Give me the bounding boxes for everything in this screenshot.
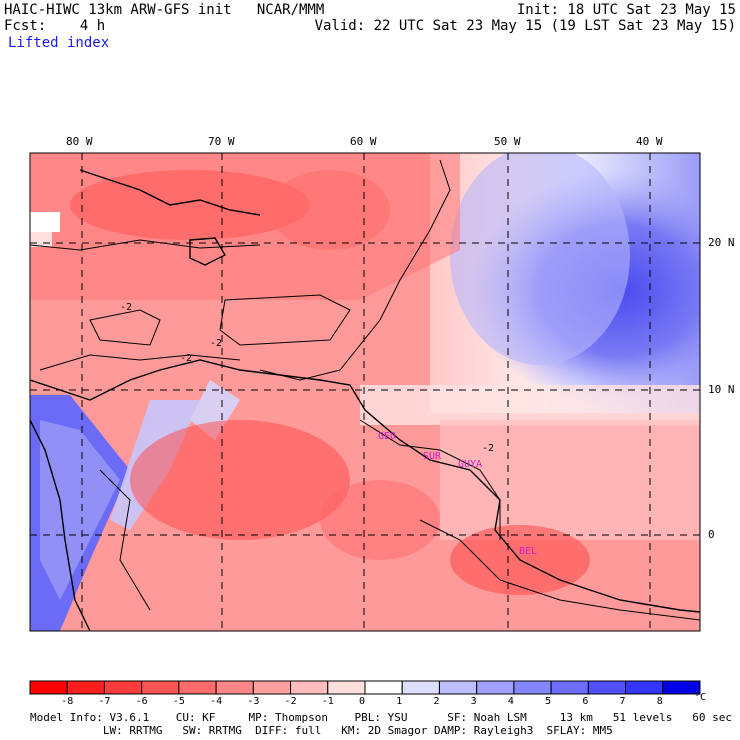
colorbar-swatch: [625, 680, 664, 695]
colorbar-tick: 6: [582, 696, 589, 707]
colorbar-swatch: [438, 680, 478, 695]
lat-label-10n: 10 N: [708, 383, 735, 396]
colorbar-tick: -2: [284, 696, 297, 707]
lat-label-20n: 20 N: [708, 236, 735, 249]
colorbar-tick: -5: [172, 696, 185, 707]
colorbar-tick: 3: [470, 696, 477, 707]
lat-lon-grid: [30, 153, 700, 631]
colorbar-swatch: [587, 680, 627, 695]
lon-label-50w: 50 W: [494, 135, 521, 148]
lat-label-0: 0: [708, 528, 715, 541]
station-bel: BEL: [519, 546, 538, 557]
lon-label-40w: 40 W: [636, 135, 663, 148]
colorbar-unit: °C: [694, 692, 707, 703]
colorbar-border: [29, 680, 701, 695]
shading-layer: [30, 153, 700, 631]
colorbar-swatch: [66, 680, 105, 695]
colorbar-tick: 1: [396, 696, 403, 707]
station-geo: GEO: [378, 431, 397, 442]
colorbar-swatch: [290, 680, 329, 695]
footer-model-physics: LW: RRTMG SW: RRTMG DIFF: full KM: 2D Sm…: [30, 724, 613, 737]
lon-label-80w: 80 W: [66, 135, 93, 148]
valid-time: Valid: 22 UTC Sat 23 May 15 (19 LST Sat …: [314, 18, 736, 34]
colorbar-swatch: [662, 680, 701, 695]
coastlines: [30, 169, 700, 631]
lon-label-60w: 60 W: [350, 135, 377, 148]
colorbar-swatch: [141, 680, 180, 695]
contour-label: -2: [482, 443, 495, 454]
forecast-hour: Fcst: 4 h: [4, 18, 106, 34]
footer-model-info: Model Info: V3.6.1 CU: KF MP: Thompson P…: [30, 711, 732, 724]
station-guya: GUYA: [458, 459, 483, 470]
colorbar-swatch: [215, 680, 254, 695]
colorbar-swatch: [29, 680, 68, 695]
colorbar-tick: 0: [359, 696, 366, 707]
colorbar-tick: -6: [135, 696, 148, 707]
map-frame: [29, 152, 701, 632]
lon-label-70w: 70 W: [208, 135, 235, 148]
init-time: Init: 18 UTC Sat 23 May 15: [516, 2, 736, 18]
colorbar-tick: 8: [656, 696, 663, 707]
colorbar-swatch: [401, 680, 440, 695]
contour-label: -2: [120, 302, 133, 313]
colorbar-tick: -4: [210, 696, 223, 707]
colorbar-swatch: [476, 680, 515, 695]
colorbar-swatch: [364, 680, 403, 695]
colorbar-tick: 4: [507, 696, 514, 707]
colorbar-swatch: [327, 680, 366, 695]
colorbar-tick: -3: [247, 696, 260, 707]
field-name: Lifted index: [8, 35, 110, 51]
colorbar-tick: -1: [321, 696, 334, 707]
contour-label: -2: [180, 353, 193, 364]
contour-label: -2: [210, 338, 223, 349]
colorbar-swatch: [103, 680, 143, 695]
station-sur: SUR: [423, 451, 442, 462]
colorbar-tick: -7: [98, 696, 111, 707]
colorbar-swatch: [550, 680, 589, 695]
colorbar-tick: 2: [433, 696, 440, 707]
colorbar-swatch: [178, 680, 217, 695]
colorbar-swatch: [513, 680, 552, 695]
colorbar-swatch: [252, 680, 292, 695]
colorbar-tick: -8: [61, 696, 74, 707]
model-title: HAIC-HIWC 13km ARW-GFS init NCAR/MMM: [4, 2, 325, 18]
colorbar-tick: 5: [545, 696, 552, 707]
colorbar-tick: 7: [619, 696, 626, 707]
